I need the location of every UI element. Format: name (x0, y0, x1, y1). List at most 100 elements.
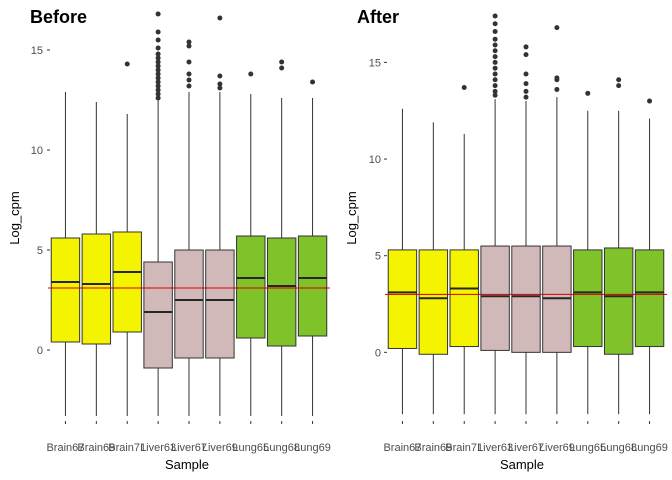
y-tick-label: 0 (375, 347, 381, 359)
box-lung65 (573, 90, 603, 415)
y-tick-label: 0 (37, 345, 43, 357)
x-tick-label: Brain67 (46, 442, 84, 454)
outlier-point (492, 36, 498, 42)
box-brain67 (50, 92, 81, 416)
outlier-point (554, 86, 560, 92)
outlier-point (492, 42, 498, 48)
outlier-point (647, 98, 653, 104)
outlier-point (155, 45, 161, 51)
outlier-point (155, 29, 161, 35)
outlier-point (585, 90, 591, 96)
outlier-point (492, 59, 498, 65)
x-tick-label: Liver69 (539, 442, 575, 454)
outlier-point (186, 59, 192, 65)
outlier-point (186, 39, 192, 45)
box-lung68 (603, 77, 634, 415)
y-tick-label: 10 (369, 154, 381, 166)
x-tick-label: Liver63 (140, 442, 176, 454)
after-panel: After051015Log_cpmBrain67Brain69Brain71L… (344, 7, 668, 472)
outlier-point (155, 37, 161, 43)
box-liver63 (143, 11, 173, 416)
outlier-point (155, 79, 161, 85)
outlier-point (492, 21, 498, 27)
outlier-point (155, 51, 161, 57)
x-tick-label: Lung69 (631, 442, 668, 454)
outlier-point (155, 11, 161, 17)
chart-title: Before (30, 7, 87, 27)
box-brain67 (387, 108, 418, 415)
x-tick-label: Brain69 (77, 442, 115, 454)
box-body (50, 237, 81, 343)
outlier-point (217, 85, 223, 91)
box-body (480, 245, 510, 351)
outlier-point (523, 81, 529, 87)
outlier-point (155, 75, 161, 81)
outlier-point (554, 75, 560, 81)
box-lung65 (236, 71, 266, 416)
outlier-point (523, 88, 529, 94)
x-tick-label: Lung69 (294, 442, 331, 454)
box-brain71 (112, 61, 142, 416)
outlier-point (155, 59, 161, 65)
box-liver69 (542, 25, 572, 415)
outlier-point (279, 59, 285, 65)
box-body (205, 249, 235, 359)
y-tick-label: 10 (31, 145, 43, 157)
x-tick-label: Liver67 (508, 442, 544, 454)
box-body (266, 237, 297, 347)
x-tick-label: Liver63 (477, 442, 513, 454)
box-body (449, 249, 479, 348)
x-axis-title: Sample (165, 457, 209, 472)
outlier-point (461, 85, 467, 91)
outlier-point (217, 73, 223, 79)
y-axis-title: Log_cpm (7, 191, 22, 244)
outlier-point (523, 44, 529, 50)
x-tick-label: Brain71 (108, 442, 146, 454)
outlier-point (186, 71, 192, 77)
x-axis-title: Sample (500, 457, 544, 472)
x-tick-label: Brain69 (414, 442, 452, 454)
outlier-point (492, 65, 498, 71)
outlier-point (492, 88, 498, 94)
outlier-point (186, 83, 192, 89)
outlier-point (155, 63, 161, 69)
x-tick-label: Lung65 (232, 442, 269, 454)
box-liver63 (480, 13, 510, 415)
box-liver67 (511, 44, 541, 415)
x-tick-label: Liver67 (171, 442, 207, 454)
outlier-point (492, 48, 498, 54)
box-body (112, 231, 142, 333)
outlier-point (554, 25, 560, 31)
outlier-point (155, 67, 161, 73)
outlier-point (155, 71, 161, 77)
outlier-point (186, 77, 192, 83)
outlier-point (155, 83, 161, 89)
box-body (143, 261, 173, 369)
outlier-point (523, 71, 529, 77)
outlier-point (217, 81, 223, 87)
box-body (174, 249, 204, 359)
box-liver69 (205, 15, 235, 416)
y-tick-label: 5 (37, 245, 43, 257)
outlier-point (523, 52, 529, 58)
box-body (387, 249, 418, 349)
box-brain71 (449, 85, 479, 415)
outlier-point (616, 83, 622, 89)
box-lung69 (297, 79, 328, 416)
outlier-point (186, 43, 192, 49)
box-brain69 (81, 102, 112, 416)
x-tick-label: Lung68 (263, 442, 300, 454)
box-lung68 (266, 59, 297, 416)
outlier-point (155, 55, 161, 61)
box-body (236, 235, 266, 339)
outlier-point (492, 92, 498, 98)
y-axis-title: Log_cpm (344, 191, 359, 244)
x-tick-label: Lung65 (569, 442, 606, 454)
outlier-point (492, 71, 498, 77)
box-body (634, 249, 665, 348)
box-brain69 (418, 122, 449, 415)
box-body (603, 247, 634, 355)
outlier-point (248, 71, 254, 77)
box-body (81, 233, 112, 345)
outlier-point (492, 54, 498, 60)
